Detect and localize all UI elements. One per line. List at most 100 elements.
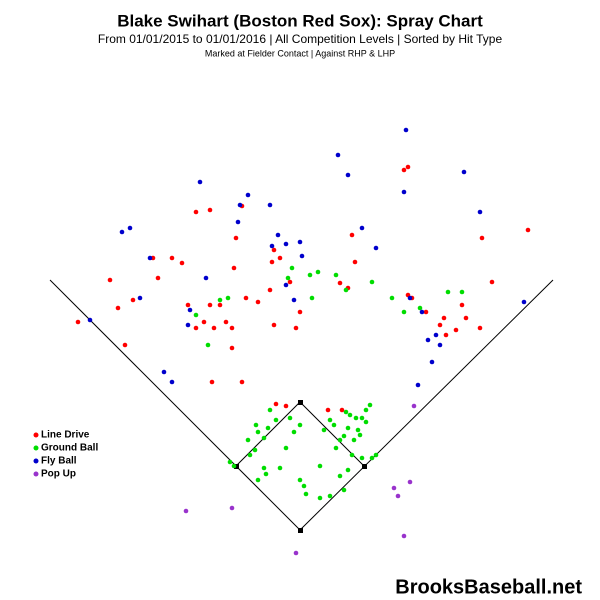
- point: [391, 485, 397, 491]
- point: [433, 332, 439, 338]
- point: [351, 437, 357, 443]
- point: [75, 319, 81, 325]
- point: [363, 419, 369, 425]
- point: [429, 359, 435, 365]
- point: [345, 425, 351, 431]
- point: [87, 317, 93, 323]
- point: [263, 471, 269, 477]
- point: [297, 477, 303, 483]
- first-base: [362, 464, 367, 469]
- point: [231, 265, 237, 271]
- point: [479, 235, 485, 241]
- point: [489, 279, 495, 285]
- point: [267, 287, 273, 293]
- point: [339, 407, 345, 413]
- point: [193, 209, 199, 215]
- point: [267, 202, 273, 208]
- point: [231, 463, 237, 469]
- point: [283, 445, 289, 451]
- foul-line: [49, 279, 301, 531]
- point: [293, 550, 299, 556]
- point: [355, 427, 361, 433]
- point: [193, 325, 199, 331]
- point: [229, 325, 235, 331]
- point: [459, 289, 465, 295]
- point: [337, 280, 343, 286]
- point: [223, 319, 229, 325]
- legend-marker: [33, 458, 39, 464]
- point: [309, 295, 315, 301]
- point: [179, 260, 185, 266]
- point: [463, 315, 469, 321]
- point: [299, 253, 305, 259]
- point: [317, 463, 323, 469]
- point: [359, 455, 365, 461]
- point: [343, 287, 349, 293]
- point: [183, 508, 189, 514]
- point: [353, 415, 359, 421]
- point: [437, 322, 443, 328]
- second-base: [298, 400, 303, 405]
- point: [341, 433, 347, 439]
- point: [137, 295, 143, 301]
- point: [277, 255, 283, 261]
- point: [237, 202, 243, 208]
- point: [271, 322, 277, 328]
- point: [317, 495, 323, 501]
- legend-marker: [33, 471, 39, 477]
- point: [271, 247, 277, 253]
- point: [122, 342, 128, 348]
- point: [333, 445, 339, 451]
- point: [201, 319, 207, 325]
- legend-marker: [33, 432, 39, 438]
- point: [107, 277, 113, 283]
- point: [477, 209, 483, 215]
- point: [373, 452, 379, 458]
- point: [207, 207, 213, 213]
- point: [343, 409, 349, 415]
- point: [289, 265, 295, 271]
- point: [205, 342, 211, 348]
- point: [359, 415, 365, 421]
- point: [443, 332, 449, 338]
- point: [127, 225, 133, 231]
- point: [333, 272, 339, 278]
- point: [403, 127, 409, 133]
- point: [261, 465, 267, 471]
- point: [283, 282, 289, 288]
- third-base: [234, 464, 239, 469]
- point: [245, 192, 251, 198]
- point: [283, 241, 289, 247]
- point: [389, 295, 395, 301]
- point: [233, 235, 239, 241]
- point: [225, 295, 231, 301]
- point: [345, 172, 351, 178]
- point: [337, 473, 343, 479]
- point: [315, 269, 321, 275]
- point: [265, 425, 271, 431]
- point: [185, 322, 191, 328]
- foul-line: [299, 279, 554, 531]
- point: [155, 275, 161, 281]
- point: [359, 225, 365, 231]
- point: [335, 152, 341, 158]
- bases: [234, 400, 367, 533]
- point: [197, 179, 203, 185]
- point: [285, 275, 291, 281]
- point: [217, 297, 223, 303]
- point: [261, 435, 267, 441]
- point: [277, 465, 283, 471]
- point: [217, 302, 223, 308]
- point: [405, 164, 411, 170]
- point: [291, 429, 297, 435]
- point: [269, 259, 275, 265]
- point: [203, 275, 209, 281]
- point: [415, 382, 421, 388]
- point: [119, 229, 125, 235]
- point: [417, 305, 423, 311]
- point: [255, 299, 261, 305]
- chart-subtitle: From 01/01/2015 to 01/01/2016 | All Comp…: [98, 32, 503, 46]
- point: [327, 417, 333, 423]
- point: [229, 345, 235, 351]
